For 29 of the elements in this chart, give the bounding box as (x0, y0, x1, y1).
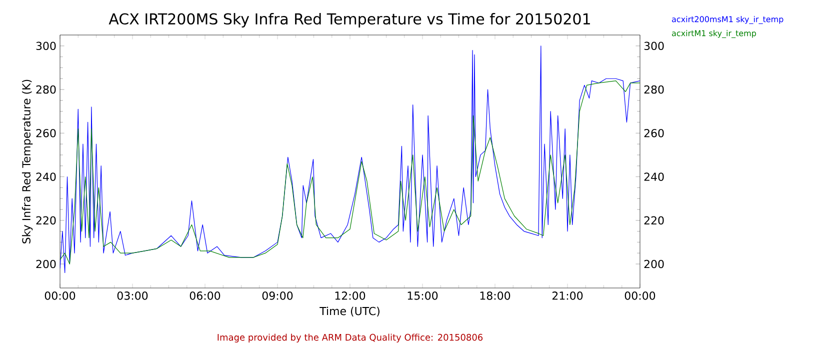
y2-tick-label: 300 (644, 42, 664, 50)
chart-title: ACX IRT200MS Sky Infra Red Temperature vs Time for 20150201 (108, 12, 590, 28)
line-series (60, 46, 640, 274)
x-tick-label: 00:00 (44, 292, 76, 300)
y-tick-label: 300 (36, 42, 56, 50)
text: acxirt200msM1 sky_ir_temp (672, 16, 784, 24)
x-tick-label: 18:00 (480, 292, 510, 300)
y2-tick-label: 200 (644, 260, 664, 268)
x-axis-title: Time (UTC) (320, 306, 380, 317)
x-tick-label: 06:00 (190, 292, 220, 300)
y2-tick-label: 280 (644, 85, 664, 94)
x-tick-label: 12:00 (335, 292, 366, 300)
x-tick-label: 00:00 (624, 292, 656, 300)
y2-tick-label: 220 (644, 216, 664, 225)
y-tick-label: 240 (36, 172, 56, 181)
y-tick-label: 260 (36, 128, 56, 138)
x-tick-label: 21:00 (552, 292, 583, 300)
y2-tick-label: 260 (644, 128, 664, 138)
text: acxirtM1 sky_ir_temp (672, 30, 756, 38)
x-tick-label: 09:00 (262, 292, 293, 300)
text: Image provided by the ARM Data Quality Office: 20150806 (218, 334, 483, 342)
y-tick-label: 220 (36, 216, 56, 225)
y-axis-title: Sky Infra Red Temperature (K) (22, 80, 33, 244)
line-series (60, 80, 640, 264)
y-tick-label: 200 (36, 260, 56, 268)
x-tick-label: 03:00 (117, 292, 148, 300)
y2-tick-label: 240 (644, 172, 664, 181)
y-tick-label: 280 (36, 85, 56, 94)
x-tick-label: 15:00 (408, 292, 438, 300)
